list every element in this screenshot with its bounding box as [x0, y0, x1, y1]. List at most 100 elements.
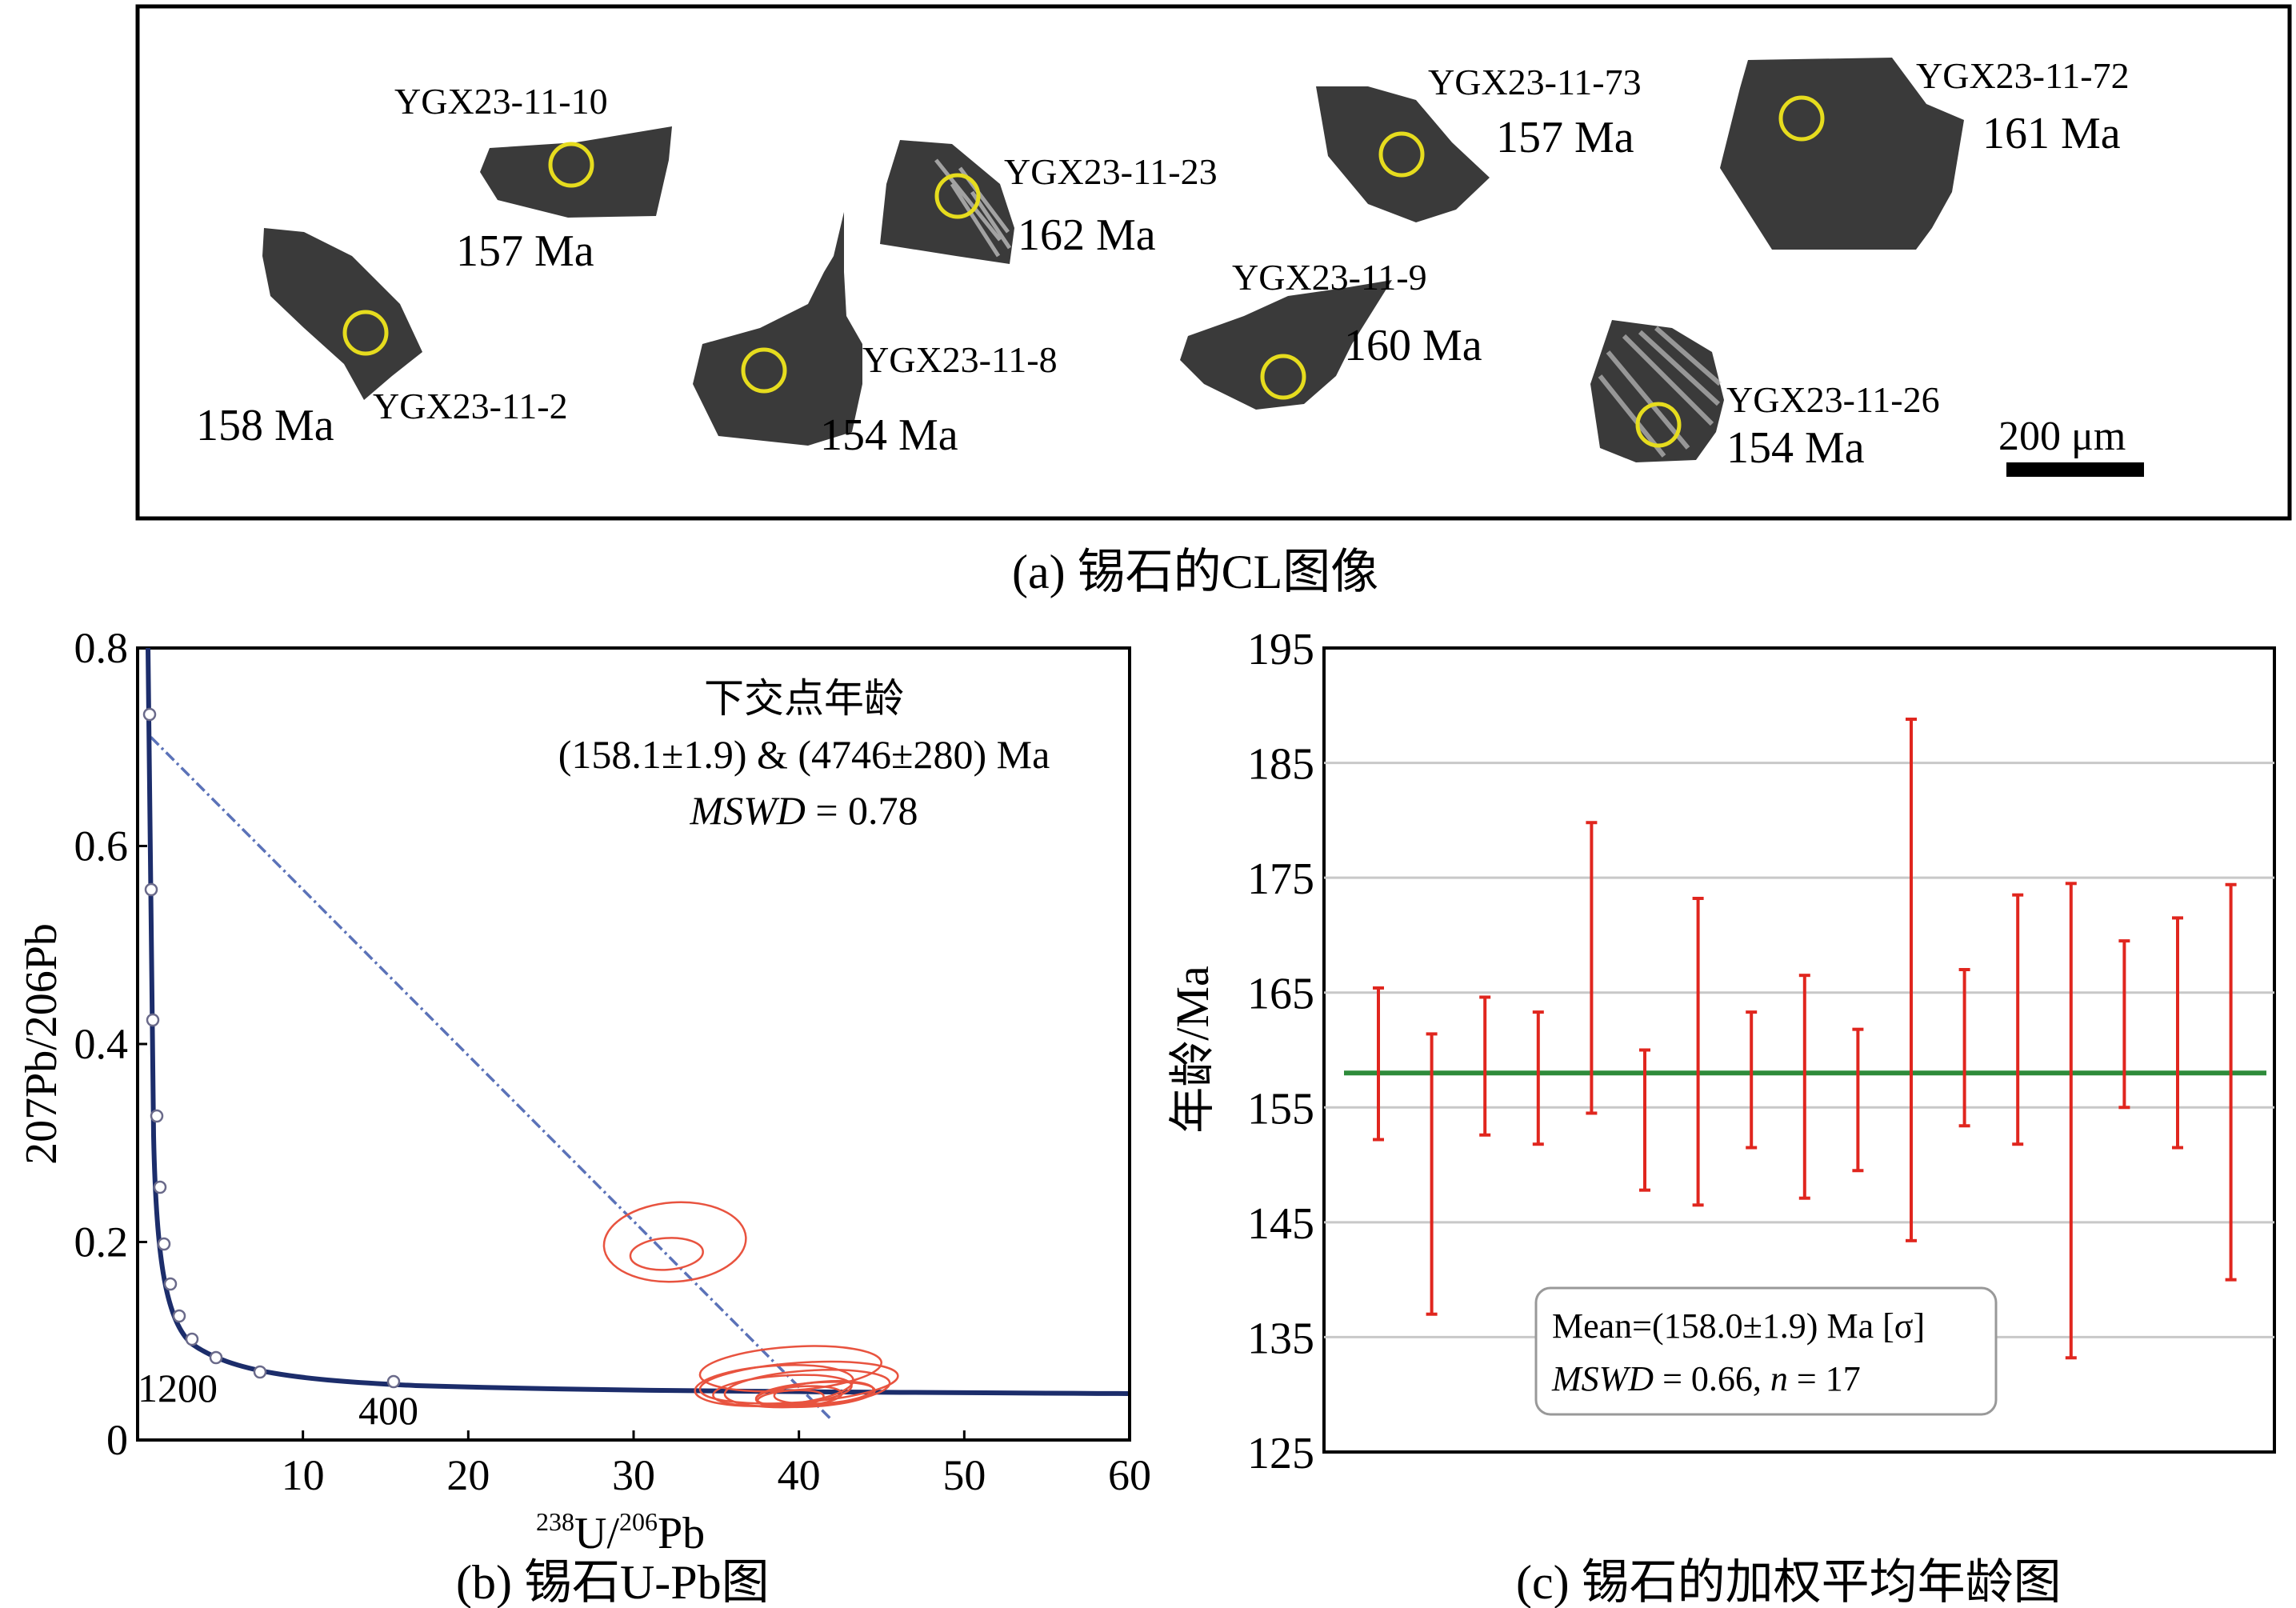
panel-b-discordia-line — [150, 736, 834, 1422]
error-ellipse-11 — [694, 1364, 854, 1407]
panel-b-xlabel-tail: Pb — [658, 1509, 705, 1558]
panel-b-xlabel-main: U/ — [574, 1509, 619, 1558]
panel-b-ytick-label-2: 0.4 — [74, 1020, 129, 1068]
scale-bar-label: 200 μm — [1998, 414, 2126, 459]
grain-label-ygx23-11-2-age: 158 Ma — [196, 401, 334, 450]
error-bar-9 — [1798, 974, 1810, 1200]
panel-b-plot-area — [136, 646, 1131, 1442]
error-ellipse-9 — [773, 1380, 874, 1406]
panel-c-ytick-label-135: 135 — [1247, 1314, 1314, 1363]
concordia-label-1200: 1200 — [138, 1366, 218, 1410]
grain-label-ygx23-11-9-id: YGX23-11-9 — [1232, 257, 1427, 298]
grain-ygx23-11-26-image — [1590, 320, 1724, 462]
scale-bar — [2006, 462, 2144, 477]
grain-label-ygx23-11-10-id: YGX23-11-10 — [394, 81, 608, 122]
grain-ygx23-11-23-image — [880, 140, 1014, 264]
panel-c-mswd-value: = 0.66, — [1654, 1359, 1770, 1398]
panel-b-ytick-label-3: 0.6 — [74, 822, 129, 870]
grain-ygx23-11-2-image — [262, 228, 422, 400]
error-bar-6 — [1639, 1048, 1650, 1192]
panel-c-ytick-label-175: 175 — [1247, 854, 1314, 904]
panel-c-legend-mean: Mean=(158.0±1.9) Ma [σ] — [1552, 1306, 1925, 1346]
panel-b-caption: (b) 锡石U-Pb图 — [456, 1556, 770, 1608]
panel-b-xtick-label-50: 50 — [942, 1451, 986, 1499]
panel-b-xtick-label-40: 40 — [778, 1451, 821, 1499]
grain-label-ygx23-11-23-age: 162 Ma — [1018, 210, 1156, 260]
grain-label-ygx23-11-8-age: 154 Ma — [820, 410, 958, 460]
grain-label-ygx23-11-10-age: 157 Ma — [456, 226, 594, 276]
concordia-label-400: 400 — [358, 1388, 418, 1433]
grain-label-ygx23-11-26-id: YGX23-11-26 — [1726, 379, 1940, 420]
error-bar-14 — [2065, 882, 2077, 1360]
grain-ygx23-11-8-image — [693, 212, 862, 446]
panel-b-ytick-label-4: 0.8 — [74, 624, 129, 672]
panel-b-mswd-value: = 0.78 — [806, 788, 918, 833]
panel-c-ytick-label-195: 195 — [1247, 625, 1314, 674]
panel-b-axes: 10 20 30 40 50 60 0 0.2 0.4 0.6 0.8 — [74, 624, 1152, 1499]
error-bar-13 — [2012, 893, 2024, 1146]
grain-ygx23-11-10-image — [480, 126, 672, 218]
panel-c-ytick-label-155: 155 — [1247, 1084, 1314, 1134]
panel-c-ylabel: 年龄/Ma — [1166, 966, 1218, 1133]
panel-a-frame — [135, 4, 2292, 521]
error-ellipse-10 — [756, 1389, 825, 1408]
panel-b-error-ellipses — [602, 1201, 899, 1409]
error-bar-3 — [1479, 995, 1491, 1137]
error-ellipse-2 — [629, 1237, 704, 1271]
panel-b-ylabel: 207Pb/206Pb — [17, 923, 66, 1165]
grain-label-ygx23-11-8-id: YGX23-11-8 — [862, 339, 1058, 380]
error-bar-4 — [1532, 1010, 1544, 1146]
panel-b-xtick-label-20: 20 — [446, 1451, 490, 1499]
panel-a: YGX23-11-10 157 Ma YGX23-11-2 158 Ma YGX… — [135, 4, 2292, 521]
error-bar-1 — [1373, 986, 1384, 1142]
panel-c-ytick-label-165: 165 — [1247, 970, 1314, 1019]
panel-c-n-label: n — [1770, 1359, 1788, 1398]
panel-c-n-value: = 17 — [1788, 1359, 1861, 1398]
grain-label-ygx23-11-73-id: YGX23-11-73 — [1428, 62, 1642, 102]
panel-b-xlabel-sup2: 206 — [619, 1507, 658, 1536]
grain-label-ygx23-11-9-age: 160 Ma — [1344, 321, 1482, 370]
panel-c: 125 135 145 155 165 175 185 195 Mean=(158.0±1.9… — [1166, 625, 2276, 1478]
panel-b-xlabel: 238U/206Pb — [536, 1507, 705, 1558]
panel-c-gridlines: 125 135 145 155 165 175 185 195 — [1247, 625, 2274, 1478]
error-bar-16 — [2172, 916, 2183, 1150]
panel-b-annotation-title: 下交点年龄 — [704, 676, 904, 721]
panel-c-mswd-label: MSWD — [1551, 1359, 1654, 1398]
grain-ygx23-11-9-image — [1180, 280, 1392, 410]
error-bar-15 — [2118, 939, 2130, 1110]
grain-label-ygx23-11-26-age: 154 Ma — [1726, 423, 1865, 473]
panel-b-annotation-ages: (158.1±1.9) & (4746±280) Ma — [558, 732, 1050, 777]
panel-c-legend-box — [1534, 1286, 1998, 1416]
panel-a-caption: (a) 锡石的CL图像 — [1012, 546, 1378, 598]
grain-label-ygx23-11-72-id: YGX23-11-72 — [1916, 55, 2130, 96]
error-bar-12 — [1958, 968, 1970, 1128]
grain-label-ygx23-11-73-age: 157 Ma — [1496, 113, 1634, 162]
panel-c-ytick-label-145: 145 — [1247, 1199, 1314, 1249]
grain-ygx23-11-73-image — [1316, 86, 1490, 222]
concordia-age-markers — [142, 707, 401, 1389]
error-bar-17 — [2225, 882, 2237, 1282]
error-ellipse-1 — [602, 1201, 747, 1283]
panel-b-xlabel-sup: 238 — [536, 1507, 574, 1536]
grain-ygx23-11-72-image — [1720, 58, 1964, 250]
panel-b-xtick-label-30: 30 — [612, 1451, 655, 1499]
panel-c-caption: (c) 锡石的加权平均年龄图 — [1516, 1556, 2062, 1608]
panel-c-error-bars — [1373, 718, 2237, 1360]
panel-c-legend-mswd: MSWD = 0.66, n = 17 — [1551, 1359, 1861, 1398]
grain-label-ygx23-11-23-id: YGX23-11-23 — [1004, 151, 1218, 192]
panel-b-annotation-mswd: MSWD = 0.78 — [689, 788, 918, 833]
grain-label-ygx23-11-2-id: YGX23-11-2 — [373, 386, 568, 426]
discordia-line — [150, 736, 834, 1422]
error-bar-5 — [1586, 821, 1598, 1115]
error-bar-8 — [1746, 1010, 1758, 1150]
grain-label-ygx23-11-72-age: 161 Ma — [1982, 109, 2121, 158]
error-bar-11 — [1906, 718, 1917, 1242]
panel-b-ytick-label-1: 0.2 — [74, 1218, 129, 1266]
panel-c-ytick-label-185: 185 — [1247, 740, 1314, 790]
panel-b-xtick-label-60: 60 — [1108, 1451, 1151, 1499]
panel-b-ytick-label-0: 0 — [106, 1416, 128, 1464]
panel-b-mswd-label: MSWD — [689, 788, 805, 833]
panel-c-ytick-label-125: 125 — [1247, 1429, 1314, 1478]
panel-b-xtick-label-10: 10 — [282, 1451, 325, 1499]
